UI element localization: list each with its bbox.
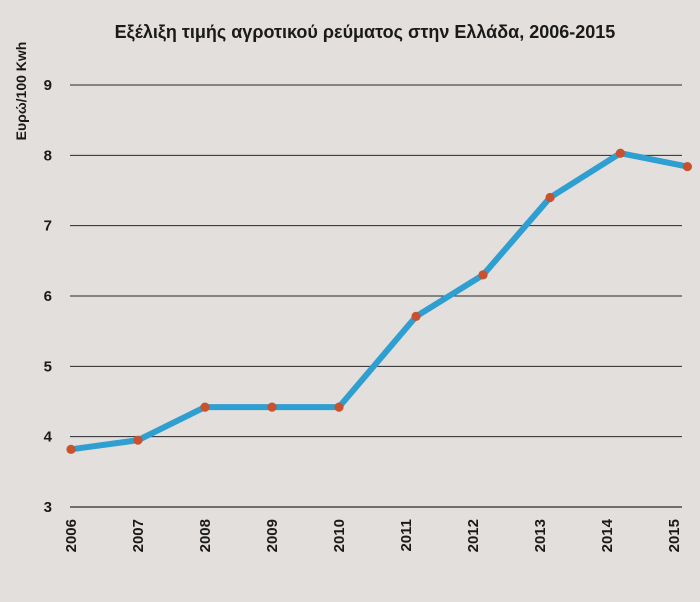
y-tick-label-6: 6: [44, 288, 52, 305]
x-tick-label-2010: 2010: [331, 519, 348, 552]
y-tick-label-3: 3: [44, 499, 52, 516]
y-tick-label-8: 8: [44, 147, 52, 164]
x-tick-label-2015: 2015: [666, 519, 683, 552]
y-tick-labels: 3 4 5 6 7 8 9: [44, 77, 53, 516]
x-tick-label-2007: 2007: [130, 519, 147, 552]
x-tick-label-2014: 2014: [599, 518, 616, 552]
x-tick-label-2012: 2012: [465, 519, 482, 552]
data-series: [66, 148, 693, 454]
series-line: [68, 150, 691, 453]
x-tick-label-2011: 2011: [398, 519, 415, 552]
data-point-2006: [66, 444, 76, 454]
y-tick-label-9: 9: [44, 77, 52, 94]
x-tick-label-2009: 2009: [264, 519, 281, 552]
data-point-2015: [682, 161, 693, 172]
data-point-2007: [133, 435, 143, 445]
y-axis-label: Ευρώ/100 Kwh: [13, 42, 29, 141]
data-point-2012: [478, 270, 488, 280]
data-point-2009: [267, 402, 277, 412]
x-tick-labels: 2006 2007 2008 2009 2010 2011 2012 2013 2014 2015: [63, 518, 683, 552]
x-tick-label-2013: 2013: [532, 519, 549, 552]
data-point-2013: [545, 192, 555, 203]
y-tick-label-4: 4: [44, 429, 53, 446]
data-point-2011: [411, 311, 421, 321]
x-tick-label-2006: 2006: [63, 519, 80, 552]
gridlines: [70, 84, 682, 508]
data-point-2014: [615, 148, 626, 158]
y-tick-label-5: 5: [44, 358, 52, 375]
x-tick-label-2008: 2008: [197, 519, 214, 552]
y-tick-label-7: 7: [44, 218, 52, 235]
data-point-2010: [334, 402, 344, 412]
data-point-2008: [200, 402, 210, 412]
chart-title: Εξέλιξη τιμής αγροτικού ρεύματος στην Ελ…: [115, 22, 616, 43]
